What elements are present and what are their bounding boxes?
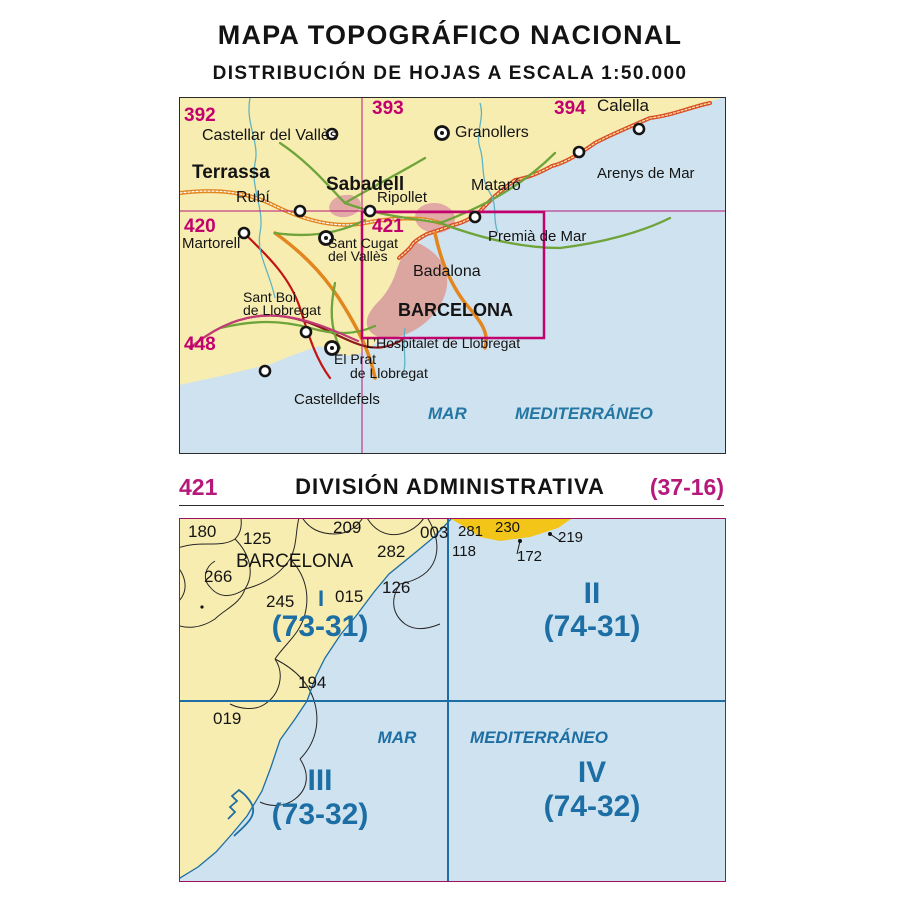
svg-text:219: 219 [558,529,583,546]
svg-text:L’Hospitalet de Llobregat: L’Hospitalet de Llobregat [366,335,520,351]
svg-text:MEDITERRÁNEO: MEDITERRÁNEO [515,404,653,423]
svg-text:Badalona: Badalona [413,263,481,280]
svg-text:I: I [318,586,324,611]
svg-text:(73-31): (73-31) [272,610,369,643]
svg-text:II: II [584,577,601,610]
svg-text:282: 282 [377,542,405,561]
svg-text:de Llobregat: de Llobregat [243,302,321,318]
svg-text:MAR: MAR [428,404,467,423]
svg-text:393: 393 [372,98,404,119]
svg-text:448: 448 [184,334,216,355]
svg-text:Premià de Mar: Premià de Mar [488,228,586,245]
svg-text:III: III [307,764,332,797]
svg-text:266: 266 [204,567,232,586]
svg-text:281: 281 [458,523,483,540]
svg-text:172: 172 [517,548,542,565]
svg-text:Calella: Calella [597,98,650,115]
svg-text:del Vallès: del Vallès [328,248,388,264]
svg-text:420: 420 [184,216,216,237]
svg-text:Martorell: Martorell [182,235,240,252]
svg-text:245: 245 [266,592,294,611]
svg-text:194: 194 [298,673,326,692]
svg-text:118: 118 [452,543,476,560]
svg-text:392: 392 [184,105,216,126]
svg-text:Castelldefels: Castelldefels [294,391,380,408]
svg-text:(73-32): (73-32) [272,798,369,831]
svg-text:BARCELONA: BARCELONA [398,300,513,320]
svg-text:Mataró: Mataró [471,177,521,194]
svg-text:Terrassa: Terrassa [192,162,270,183]
svg-text:Rubí: Rubí [236,189,270,206]
svg-text:(74-32): (74-32) [544,790,641,823]
svg-text:de Llobregat: de Llobregat [350,365,428,381]
svg-text:209: 209 [333,519,361,537]
svg-text:125: 125 [243,529,271,548]
svg-text:180: 180 [188,522,216,541]
svg-text:230: 230 [495,519,520,536]
svg-text:MEDITERRÁNEO: MEDITERRÁNEO [470,728,608,747]
svg-text:(74-31): (74-31) [544,610,641,643]
svg-text:Granollers: Granollers [455,124,529,141]
svg-text:Castellar del Vallès: Castellar del Vallès [202,127,338,144]
svg-text:003: 003 [420,523,448,542]
svg-text:MAR: MAR [378,728,417,747]
svg-text:Ripollet: Ripollet [377,189,428,206]
svg-text:126: 126 [382,578,410,597]
svg-text:394: 394 [554,98,586,119]
svg-text:BARCELONA: BARCELONA [236,551,354,572]
svg-text:IV: IV [578,756,606,789]
svg-text:421: 421 [372,216,404,237]
svg-text:019: 019 [213,709,241,728]
svg-text:015: 015 [335,587,363,606]
svg-text:Arenys de Mar: Arenys de Mar [597,165,695,182]
